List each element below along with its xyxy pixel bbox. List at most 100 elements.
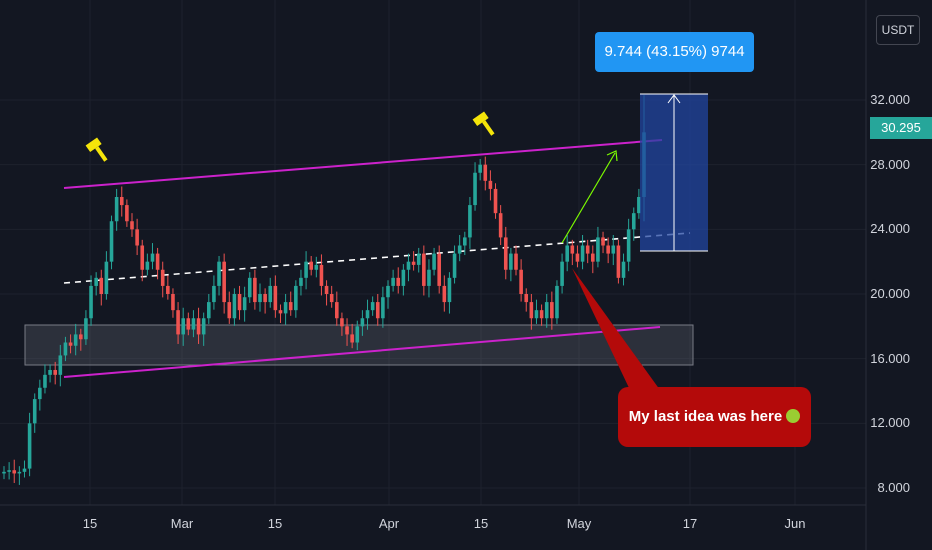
candle-body [626, 229, 631, 262]
measure-label: 9.744 (43.15%) 9744 [595, 32, 754, 72]
candle-body [109, 221, 114, 262]
candle-body [171, 294, 175, 311]
candle-body [478, 164, 482, 173]
candle-body [601, 237, 605, 246]
candle-body [447, 277, 452, 303]
candle-body [207, 302, 211, 319]
candle-body [411, 261, 416, 265]
candle-body [222, 261, 226, 303]
candle-body [437, 253, 441, 286]
candle-body [99, 277, 104, 294]
candle-body [519, 269, 523, 294]
candle-body [43, 374, 47, 388]
candle-body [314, 264, 319, 270]
currency-button[interactable]: USDT [876, 15, 920, 45]
projection-arrow-head [606, 150, 618, 162]
candle-body [135, 229, 139, 246]
candle-body [381, 297, 385, 319]
candle-body [422, 253, 426, 286]
candle-body [22, 468, 27, 472]
candle-body [273, 285, 278, 311]
candle-body [355, 326, 360, 343]
candle-body [391, 277, 395, 286]
projection-arrow [561, 152, 616, 244]
candle-body [534, 310, 539, 319]
candle-body [27, 423, 32, 469]
candle-body [427, 269, 431, 286]
candle-body [452, 253, 457, 278]
candle-body [544, 302, 549, 319]
candle-body [258, 294, 262, 303]
candle-body [375, 302, 380, 319]
candle-body [253, 277, 257, 303]
hammer-icon [472, 111, 495, 136]
candle-body [457, 245, 462, 254]
candle-body [288, 302, 293, 311]
candle-body [565, 245, 569, 262]
candle-body [360, 318, 365, 327]
candle-body [365, 310, 370, 319]
candle-body [263, 294, 267, 303]
last-price-badge: 30.295 [870, 117, 932, 139]
price-tick-label: 24.000 [870, 221, 910, 237]
candle-body [350, 334, 354, 343]
candle-body [483, 164, 488, 181]
candle-body [468, 205, 472, 238]
candle-body [329, 294, 334, 303]
hammer-icon [85, 137, 108, 162]
candle-body [416, 253, 421, 265]
price-tick-label: 12.000 [870, 415, 910, 431]
price-tick-label: 8.000 [877, 480, 910, 495]
candle-body [104, 261, 109, 294]
candle-body [181, 318, 185, 335]
candle-body [463, 237, 467, 246]
candle-body [570, 245, 575, 254]
candle-body [12, 470, 17, 474]
candle-body [84, 318, 88, 340]
candle-body [232, 294, 237, 319]
candle-body [294, 285, 298, 311]
candle-body [186, 318, 191, 330]
candle-body [580, 245, 585, 262]
candle-body [145, 261, 150, 270]
candle-body [166, 285, 170, 294]
candle-body [637, 197, 641, 214]
candle-body [575, 253, 580, 262]
price-tick-label: 28.000 [870, 156, 910, 172]
candle-body [155, 253, 160, 270]
candle-body [493, 188, 498, 214]
date-tick-label: 15 [82, 516, 98, 531]
candle-body [217, 261, 221, 286]
candle-body [73, 334, 78, 346]
idea-callout: My last idea was here [618, 387, 811, 447]
candle-body [631, 213, 636, 230]
candle-body [237, 294, 242, 311]
candle-body [473, 172, 477, 206]
date-tick-label: Apr [378, 516, 400, 531]
candle-body [596, 237, 600, 262]
candle-body [58, 355, 63, 375]
price-tick-label: 16.000 [870, 350, 910, 366]
candle-body [488, 180, 493, 189]
candle-body [278, 310, 283, 314]
candle-body [212, 285, 216, 303]
date-tick-label: Jun [784, 516, 806, 531]
date-tick-label: 17 [682, 516, 698, 531]
candle-body [176, 310, 180, 335]
measure-arrow-head [667, 94, 681, 104]
candle-body [227, 302, 232, 319]
candle-body [32, 399, 37, 424]
candle-body [555, 285, 559, 319]
candle-body [160, 269, 165, 286]
candle-body [345, 326, 349, 335]
candle-body [38, 387, 42, 400]
candle-body [114, 197, 119, 222]
candle-body [509, 253, 513, 270]
candle-body [621, 261, 626, 278]
candle-body [150, 253, 155, 262]
price-tick-label: 32.000 [870, 92, 910, 107]
callout-pointer [572, 268, 660, 390]
candle-body [140, 245, 145, 270]
candle-body [550, 302, 554, 319]
